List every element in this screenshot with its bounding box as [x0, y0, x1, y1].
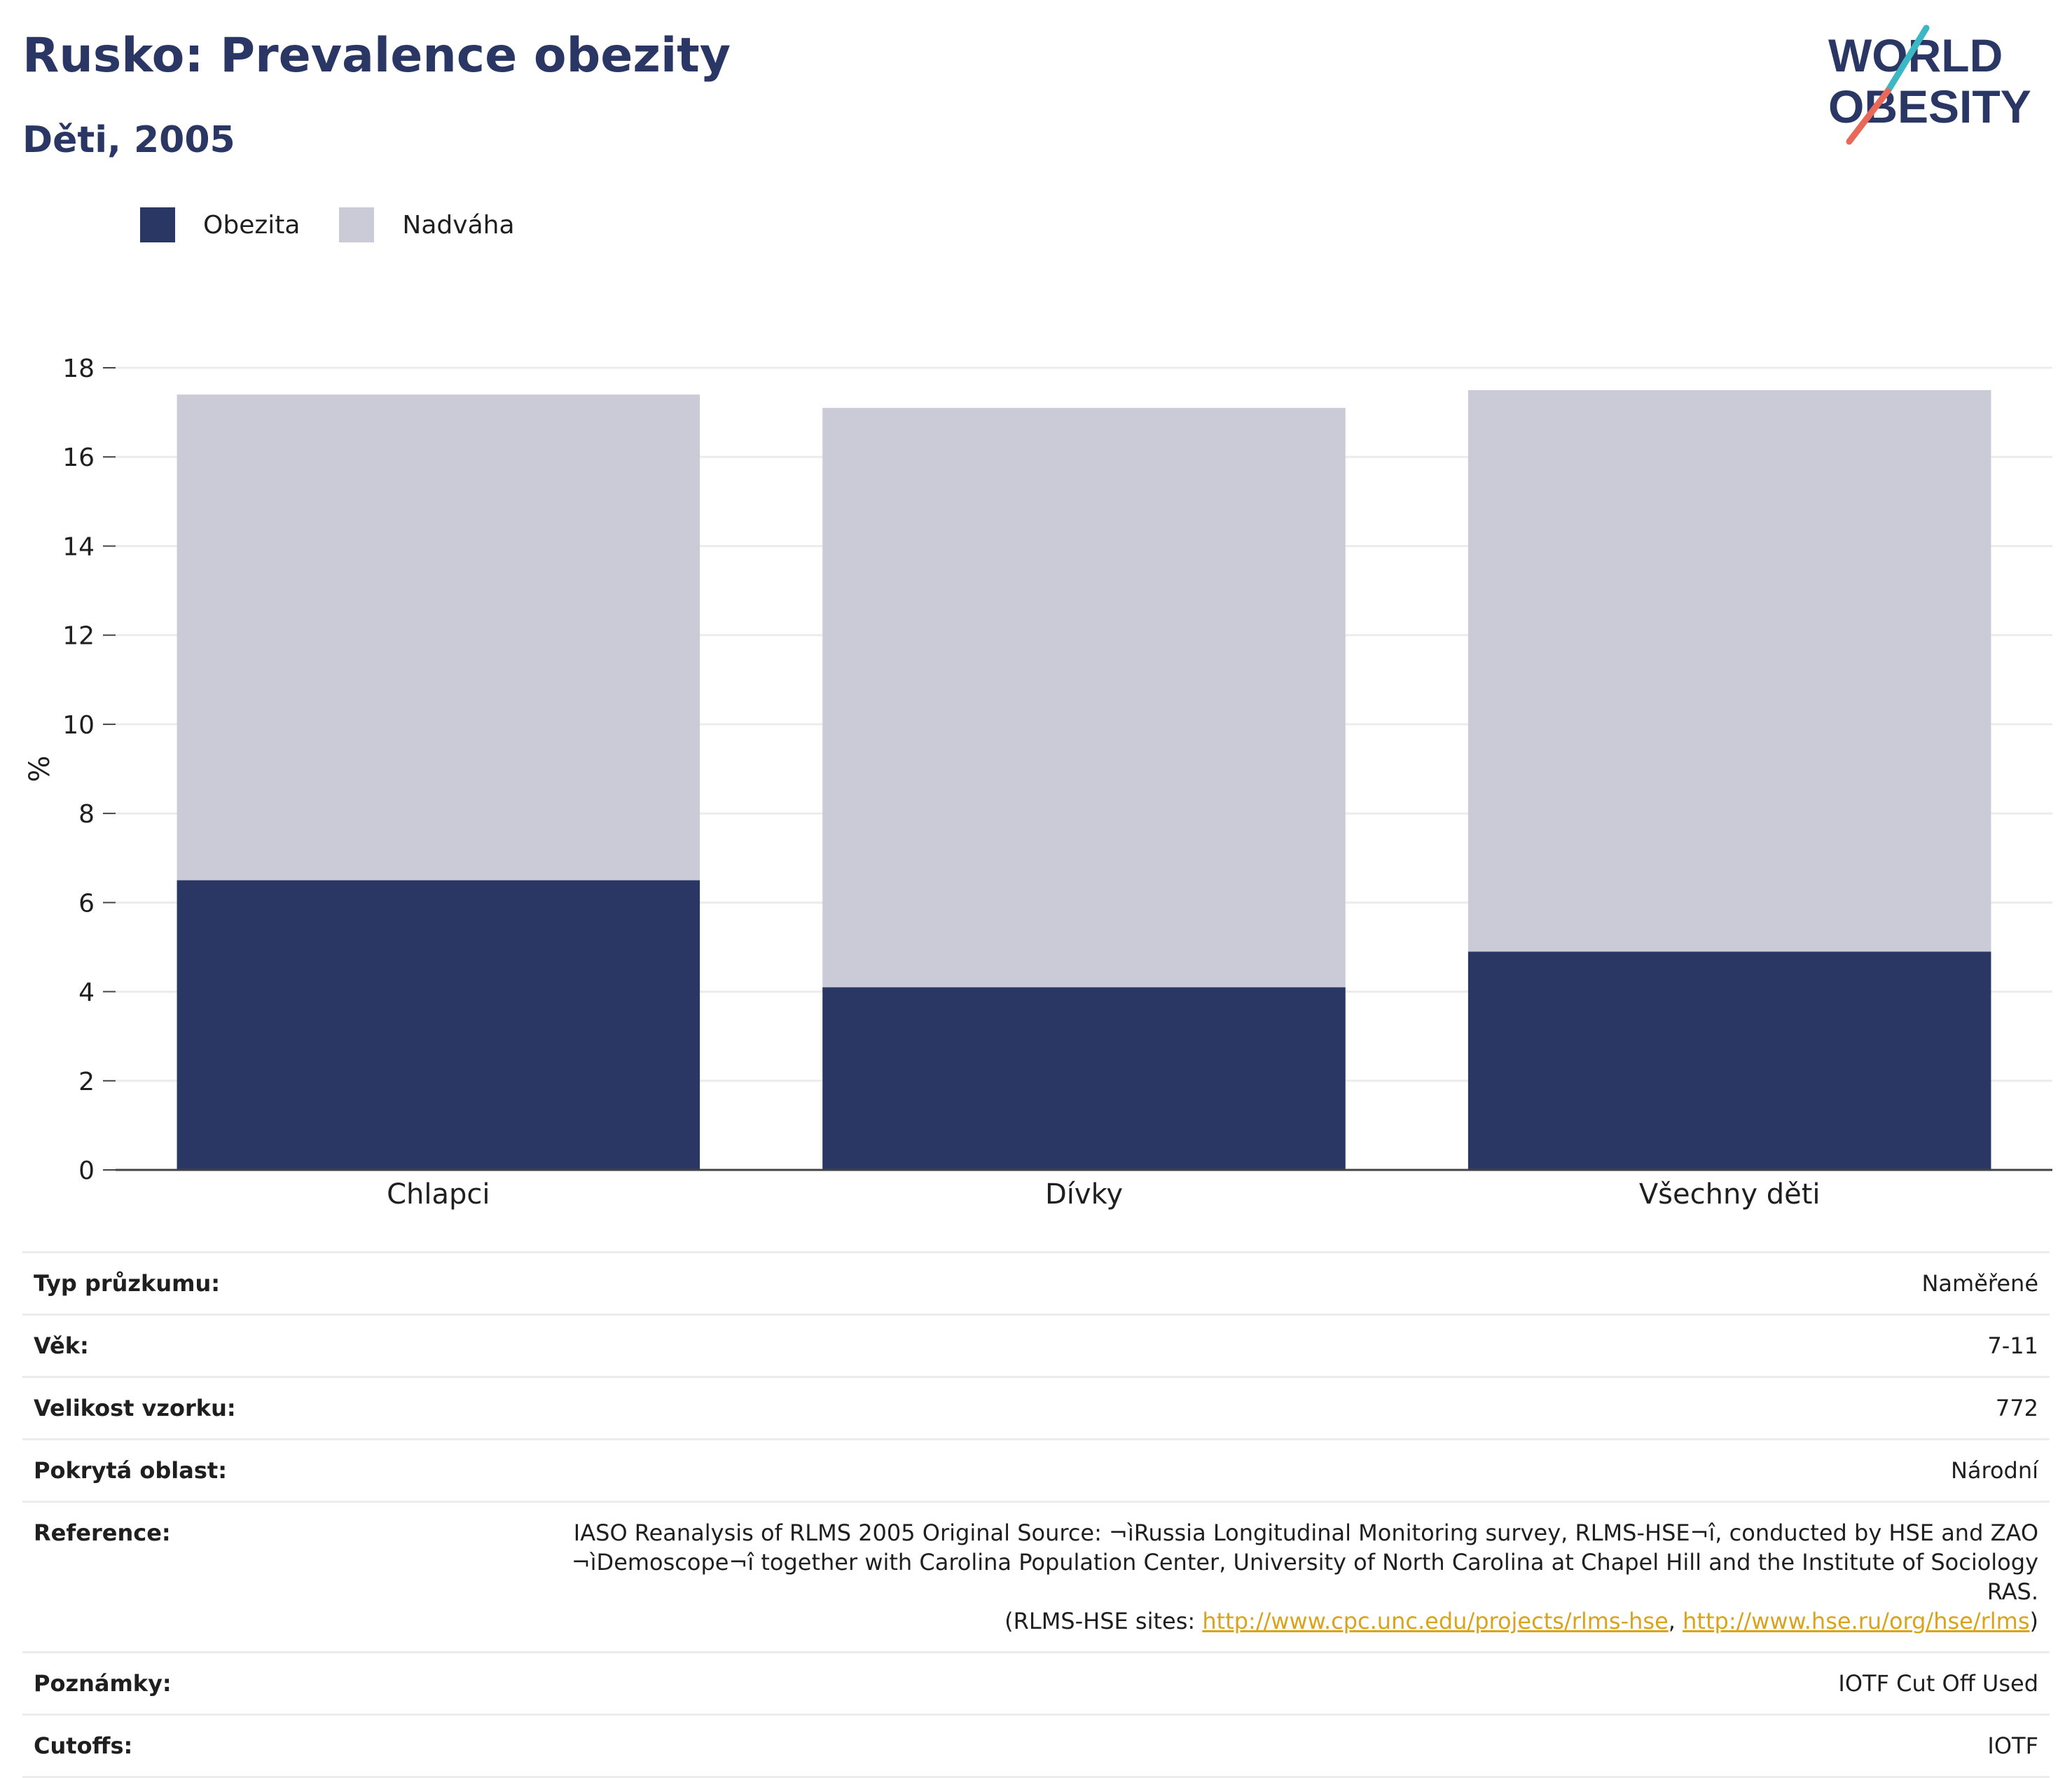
- info-value: Národní: [1950, 1457, 2038, 1484]
- info-value: IOTF: [1987, 1732, 2038, 1759]
- y-tick-label: 16: [62, 443, 95, 472]
- y-tick-label: 10: [62, 711, 95, 740]
- info-value: Naměřené: [1921, 1270, 2038, 1297]
- bar-obezita-2: [1467, 951, 1991, 1170]
- x-category-label: Všechny děti: [1639, 1178, 1821, 1211]
- bar-nadvaha-1: [822, 408, 1346, 988]
- info-row-sample-size: Velikost vzorku: 772: [22, 1377, 2050, 1440]
- reference-line3-suffix: ): [2029, 1608, 2038, 1634]
- info-row-cutoffs: Cutoffs: IOTF: [22, 1714, 2050, 1777]
- bar-nadvaha-2: [1467, 390, 1991, 952]
- info-value: 772: [1995, 1395, 2038, 1421]
- bar-obezita-0: [177, 880, 700, 1170]
- x-category-label: Dívky: [1045, 1178, 1123, 1211]
- page-subtitle: Děti, 2005: [22, 119, 235, 161]
- info-label: Reference:: [34, 1519, 171, 1546]
- logo-line1: WORLD: [1828, 29, 2003, 81]
- reference-link-hse[interactable]: http://www.hse.ru/org/hse/rlms: [1683, 1608, 2030, 1634]
- legend-swatch-obezita: [140, 207, 175, 242]
- chart-legend: Obezita Nadváha: [140, 207, 554, 242]
- legend-item-nadvaha[interactable]: Nadváha: [339, 207, 515, 242]
- y-tick-label: 12: [62, 622, 95, 651]
- reference-link-cpc[interactable]: http://www.cpc.unc.edu/projects/rlms-hse: [1202, 1608, 1669, 1634]
- y-tick-label: 8: [78, 800, 95, 829]
- world-obesity-logo: WORLD OBESITY: [1828, 25, 2031, 145]
- legend-label-obezita: Obezita: [203, 210, 301, 240]
- legend-label-nadvaha: Nadváha: [402, 210, 515, 240]
- bar-chart: 0 2 4 6 8 10 12 14 16 18% Chlapci Dívky Všechny děti: [24, 354, 2052, 1211]
- reference-line2: ¬ìDemoscope¬î together with Carolina Pop…: [571, 1549, 2038, 1605]
- info-row-area: Pokrytá oblast: Národní: [22, 1439, 2050, 1502]
- info-row-age: Věk: 7-11: [22, 1314, 2050, 1377]
- y-tick-label: 14: [62, 532, 95, 561]
- y-tick-label: 0: [78, 1157, 95, 1185]
- reference-line1: IASO Reanalysis of RLMS 2005 Original So…: [573, 1519, 2038, 1546]
- legend-item-obezita[interactable]: Obezita: [140, 207, 300, 242]
- y-tick-label: 2: [78, 1068, 95, 1096]
- info-label: Velikost vzorku:: [34, 1395, 236, 1421]
- page-title: Rusko: Prevalence obezity: [22, 28, 731, 83]
- bar-obezita-1: [822, 987, 1346, 1170]
- reference-line3-prefix: (RLMS-HSE sites:: [1004, 1608, 1203, 1634]
- bar-nadvaha-0: [177, 394, 700, 881]
- y-tick-label: 6: [78, 889, 95, 918]
- info-value: IOTF Cut Off Used: [1838, 1670, 2038, 1697]
- info-label: Věk:: [34, 1332, 89, 1359]
- x-category-label: Chlapci: [387, 1178, 490, 1211]
- info-value: 7-11: [1987, 1332, 2038, 1359]
- info-row-survey-type: Typ průzkumu: Naměřené: [22, 1252, 2050, 1315]
- info-label: Typ průzkumu:: [34, 1270, 221, 1297]
- legend-swatch-nadvaha: [339, 207, 375, 242]
- y-axis-label: %: [24, 755, 56, 782]
- info-row-reference: Reference: IASO Reanalysis of RLMS 2005 …: [22, 1501, 2050, 1653]
- info-label: Poznámky:: [34, 1670, 172, 1697]
- reference-separator: ,: [1668, 1608, 1683, 1634]
- y-tick-label: 18: [62, 354, 95, 383]
- info-row-notes: Poznámky: IOTF Cut Off Used: [22, 1652, 2050, 1715]
- y-tick-label: 4: [78, 979, 95, 1007]
- info-label: Cutoffs:: [34, 1732, 133, 1759]
- info-label: Pokrytá oblast:: [34, 1457, 227, 1484]
- survey-info-table: Typ průzkumu: Naměřené Věk: 7-11 Velikos…: [22, 1251, 2050, 1778]
- info-value: IASO Reanalysis of RLMS 2005 Original So…: [535, 1502, 2050, 1653]
